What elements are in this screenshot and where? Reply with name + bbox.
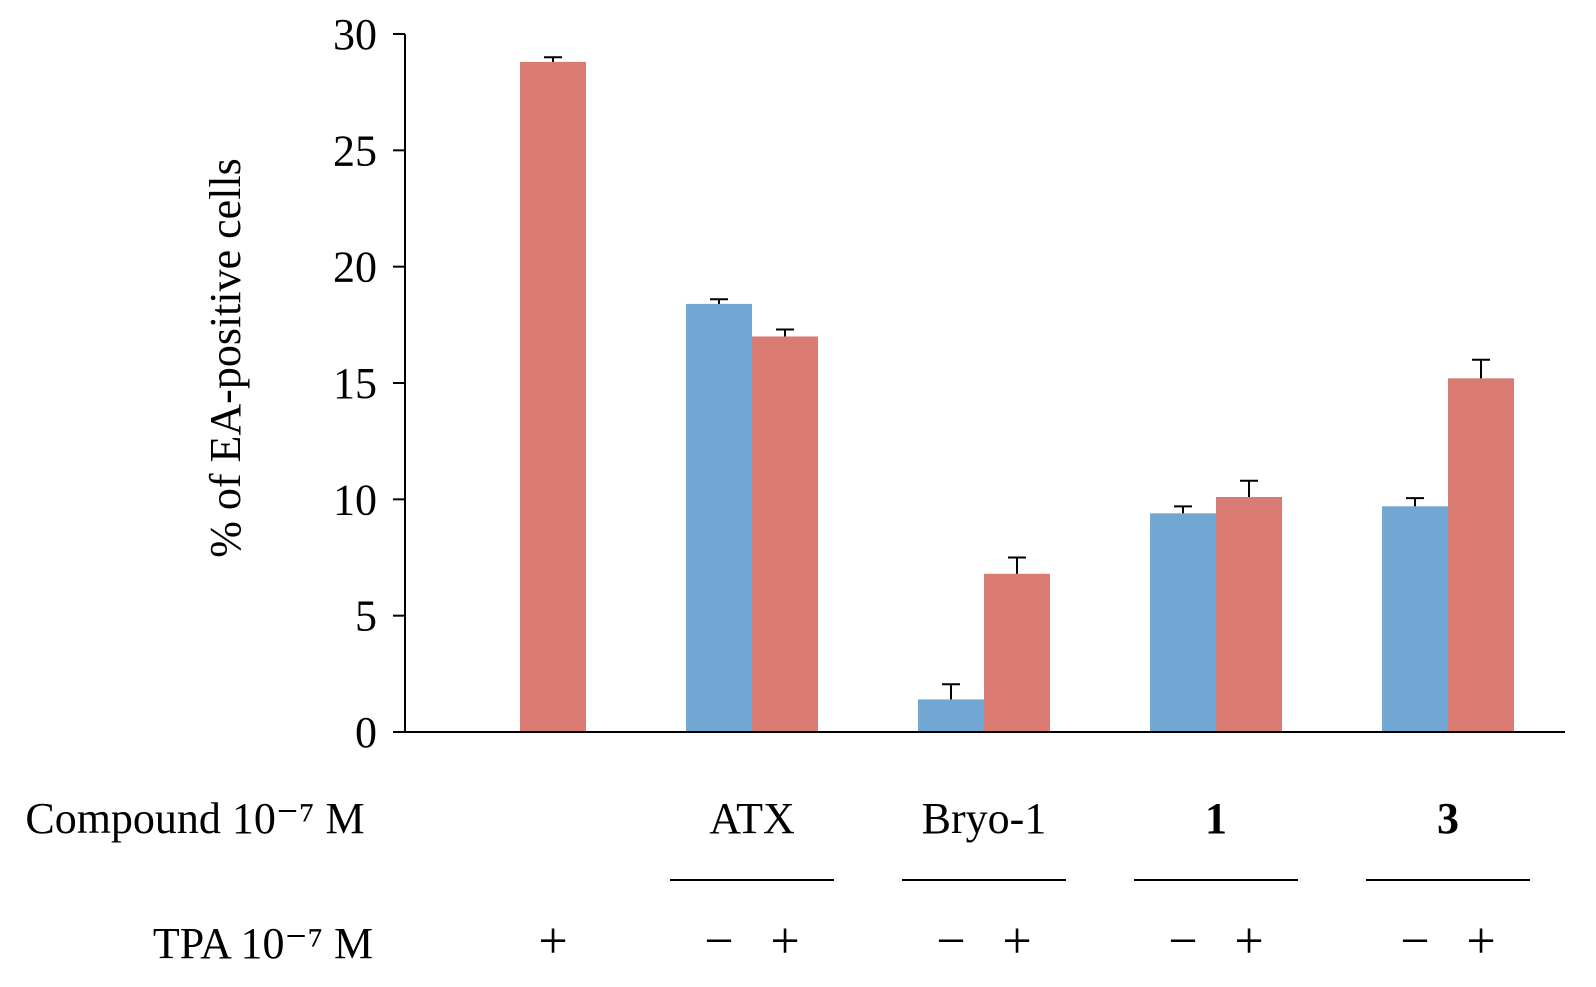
y-tick-label: 20	[333, 243, 377, 292]
tpa-sign: +	[770, 913, 799, 970]
bar-control-plus	[520, 61, 586, 733]
bar-ATX-plus	[752, 336, 818, 732]
y-tick-label: 25	[333, 126, 377, 175]
tpa-sign: −	[704, 913, 733, 970]
compound-label: Bryo-1	[922, 794, 1047, 843]
y-axis-title: % of EA-positive cells	[201, 158, 250, 558]
compound-label: ATX	[709, 794, 795, 843]
y-tick-label: 0	[355, 708, 377, 757]
bar-1-minus	[1150, 513, 1216, 732]
compound-label: 3	[1437, 794, 1459, 843]
tpa-sign: −	[1168, 913, 1197, 970]
bar-Bryo-1-minus	[918, 699, 984, 732]
tpa-sign: +	[1002, 913, 1031, 970]
tpa-sign: +	[1234, 913, 1263, 970]
y-tick-label: 10	[333, 475, 377, 524]
tpa-row-label: TPA 10⁻⁷ M	[153, 919, 373, 968]
bar-3-plus	[1448, 378, 1514, 732]
bar-1-plus	[1216, 497, 1282, 732]
tpa-sign: −	[1400, 913, 1429, 970]
bar-ATX-minus	[686, 303, 752, 732]
y-tick-label: 15	[333, 359, 377, 408]
tpa-sign: +	[538, 913, 567, 970]
tpa-sign: +	[1466, 913, 1495, 970]
compound-label: 1	[1205, 794, 1227, 843]
bar-3-minus	[1382, 506, 1448, 732]
y-tick-label: 5	[355, 592, 377, 641]
y-tick-label: 30	[333, 10, 377, 59]
bar-Bryo-1-plus	[984, 573, 1050, 732]
tpa-sign: −	[936, 913, 965, 970]
compound-row-label: Compound 10⁻⁷ M	[25, 794, 364, 843]
